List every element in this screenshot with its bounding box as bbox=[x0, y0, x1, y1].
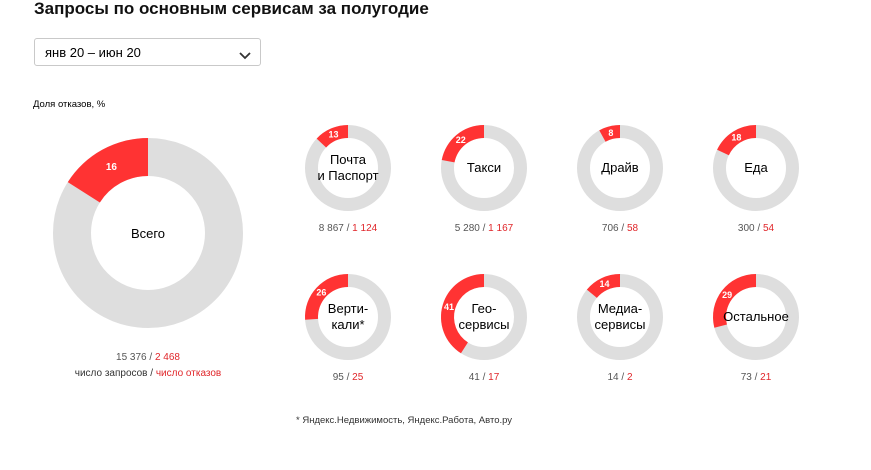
service-name-line: сервисы bbox=[594, 317, 646, 332]
value-caption: Доля отказов, % bbox=[33, 99, 106, 110]
donut-service: 29 bbox=[713, 274, 799, 360]
requests-count: 41 bbox=[468, 372, 480, 383]
failures-count: 54 bbox=[762, 223, 775, 234]
failures-count: 25 bbox=[352, 372, 364, 383]
share-value-label: 29 bbox=[722, 290, 732, 300]
failures-count: 1 167 bbox=[488, 223, 514, 234]
failure-share-segment bbox=[717, 125, 756, 156]
failure-share-segment bbox=[599, 125, 620, 142]
service-name: Всего bbox=[130, 226, 166, 241]
requests-count: 14 bbox=[607, 372, 619, 383]
failures-count: 21 bbox=[760, 372, 772, 383]
failures-count: 58 bbox=[626, 223, 639, 234]
service-counts: 95 / 25 bbox=[298, 372, 398, 383]
share-value-label: 14 bbox=[599, 279, 609, 289]
service-name: Почта и Паспорт bbox=[308, 152, 388, 184]
share-value-label: 8 bbox=[608, 128, 613, 138]
donut-service: 26 bbox=[304, 274, 391, 360]
failure-share-segment bbox=[440, 274, 484, 354]
service-name-line: и Паспорт bbox=[317, 168, 379, 183]
counts-separator: / bbox=[146, 352, 155, 363]
requests-count: 73 bbox=[740, 372, 752, 383]
failure-share-segment bbox=[67, 138, 148, 203]
counts-separator: / bbox=[751, 372, 761, 383]
service-name-line: Драйв bbox=[601, 160, 639, 175]
donut-total: 16 bbox=[53, 138, 243, 328]
failure-share-segment bbox=[304, 274, 348, 320]
service-name: Такси bbox=[444, 160, 524, 176]
service-name-line: Верти- bbox=[327, 301, 369, 316]
service-counts: 41 / 17 bbox=[434, 372, 534, 383]
failure-share-segment bbox=[713, 274, 756, 328]
counts-separator: / bbox=[479, 223, 489, 234]
share-value-label: 41 bbox=[444, 302, 454, 312]
failures-count: 1 124 bbox=[352, 223, 378, 234]
failure-share-segment bbox=[316, 125, 348, 148]
service-name: Медиа-сервисы bbox=[580, 301, 660, 333]
failures-count: 2 468 bbox=[154, 352, 180, 363]
legend-separator: / bbox=[147, 368, 156, 379]
service-counts: 706 / 58 bbox=[570, 223, 670, 234]
service-counts: 73 / 21 bbox=[706, 372, 806, 383]
requests-count: 15 376 bbox=[116, 352, 147, 363]
requests-count: 706 bbox=[601, 223, 619, 234]
counts-separator: / bbox=[754, 223, 763, 234]
service-counts: 8 867 / 1 124 bbox=[298, 223, 398, 234]
service-name: Драйв bbox=[580, 160, 660, 176]
service-name: Еда bbox=[716, 160, 796, 176]
requests-count: 300 bbox=[737, 223, 755, 234]
donut-service: 41 bbox=[440, 274, 527, 360]
service-counts: 300 / 54 bbox=[706, 223, 806, 234]
counts-separator: / bbox=[343, 223, 353, 234]
failures-count: 2 bbox=[626, 372, 633, 383]
service-name: Гео-сервисы bbox=[444, 301, 524, 333]
share-value-label: 13 bbox=[328, 130, 338, 140]
counts-separator: / bbox=[479, 372, 489, 383]
service-name-line: Медиа- bbox=[597, 301, 643, 316]
service-name-line: Почта bbox=[329, 152, 367, 167]
legend-requests: число запросов bbox=[74, 368, 148, 379]
footnote: * Яндекс.Недвижимость, Яндекс.Работа, Ав… bbox=[296, 415, 513, 426]
requests-count: 95 bbox=[332, 372, 344, 383]
service-name-line: Еда bbox=[744, 160, 768, 175]
counts-separator: / bbox=[343, 372, 353, 383]
chevron-down-icon[interactable] bbox=[239, 47, 251, 65]
legend: число запросов / число отказов bbox=[48, 368, 248, 379]
service-counts: 15 376 / 2 468 bbox=[48, 352, 248, 363]
service-name: Остальное bbox=[716, 309, 796, 325]
service-name: Верти-кали* bbox=[308, 301, 388, 333]
requests-count: 8 867 bbox=[318, 223, 344, 234]
counts-separator: / bbox=[618, 223, 627, 234]
share-value-label: 22 bbox=[456, 135, 466, 145]
period-select[interactable]: янв 20 – июн 20 bbox=[34, 38, 261, 66]
service-name-line: Гео- bbox=[471, 301, 497, 316]
failure-share-segment bbox=[441, 125, 484, 163]
service-name-line: Такси bbox=[466, 160, 502, 175]
period-select-value: янв 20 – июн 20 bbox=[45, 45, 141, 60]
donut-service: 13 bbox=[305, 125, 391, 211]
service-name-line: сервисы bbox=[458, 317, 510, 332]
donut-service: 18 bbox=[713, 125, 799, 211]
share-value-label: 18 bbox=[731, 132, 741, 142]
share-value-label: 26 bbox=[316, 287, 326, 297]
page-title: Запросы по основным сервисам за полугоди… bbox=[34, 0, 429, 18]
donut-service: 14 bbox=[577, 274, 663, 360]
legend-failures: число отказов bbox=[155, 368, 222, 379]
requests-count: 5 280 bbox=[454, 223, 480, 234]
service-counts: 5 280 / 1 167 bbox=[434, 223, 534, 234]
service-name-line: кали* bbox=[331, 317, 365, 332]
counts-separator: / bbox=[618, 372, 627, 383]
failure-share-segment bbox=[586, 274, 620, 298]
donut-service: 8 bbox=[577, 125, 663, 211]
service-name-line: Остальное bbox=[723, 309, 789, 324]
service-counts: 14 / 2 bbox=[570, 372, 670, 383]
share-value-label: 16 bbox=[106, 162, 118, 173]
failures-count: 17 bbox=[488, 372, 500, 383]
donut-service: 22 bbox=[441, 125, 527, 211]
